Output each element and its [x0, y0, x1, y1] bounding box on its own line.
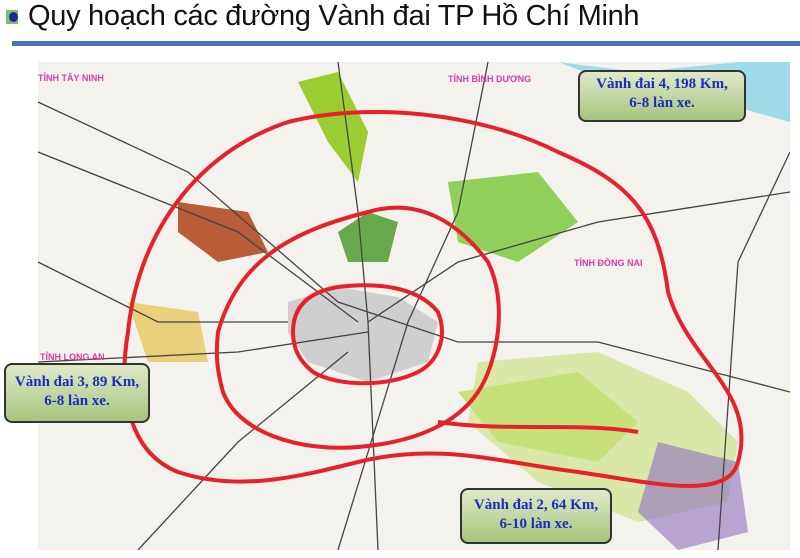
ring-roads — [122, 110, 744, 488]
province-label: TỈNH BÌNH DƯƠNG — [448, 74, 532, 84]
callout-ring-road-2: Vành đai 2, 64 Km, 6-10 làn xe. — [460, 488, 612, 544]
callout-line: 6-8 làn xe. — [44, 393, 110, 409]
callout-ring-road-4: Vành đai 4, 198 Km, 6-8 làn xe. — [578, 70, 746, 122]
province-label: TỈNH LONG AN — [40, 352, 105, 362]
ring-road-map — [38, 62, 790, 550]
title-divider — [12, 41, 800, 46]
ring-road-3 — [214, 205, 501, 450]
ring-road-2 — [290, 283, 444, 386]
province-label: TỈNH ĐỒNG NAI — [574, 258, 643, 268]
city-core — [288, 287, 438, 382]
ring-road-4 — [122, 110, 744, 488]
callout-line: Vành đai 2, 64 Km, — [473, 497, 599, 513]
callout-line: 6-8 làn xe. — [629, 95, 695, 111]
callout-line: Vành đai 3, 89 Km, — [14, 374, 140, 390]
green-area — [338, 212, 398, 262]
page-title: Quy hoạch các đường Vành đai TP Hồ Chí M… — [28, 0, 640, 32]
road-network — [38, 62, 790, 550]
ring-road-east — [437, 420, 639, 434]
green-area — [448, 172, 578, 262]
title-bullet-icon — [6, 10, 18, 24]
province-label: TỈNH TÂY NINH — [38, 73, 104, 83]
callout-line: Vành đai 4, 198 Km, — [596, 76, 728, 92]
green-area — [458, 372, 638, 462]
callout-line: 6-10 làn xe. — [499, 516, 573, 532]
callout-ring-road-3: Vành đai 3, 89 Km, 6-8 làn xe. — [4, 363, 150, 423]
